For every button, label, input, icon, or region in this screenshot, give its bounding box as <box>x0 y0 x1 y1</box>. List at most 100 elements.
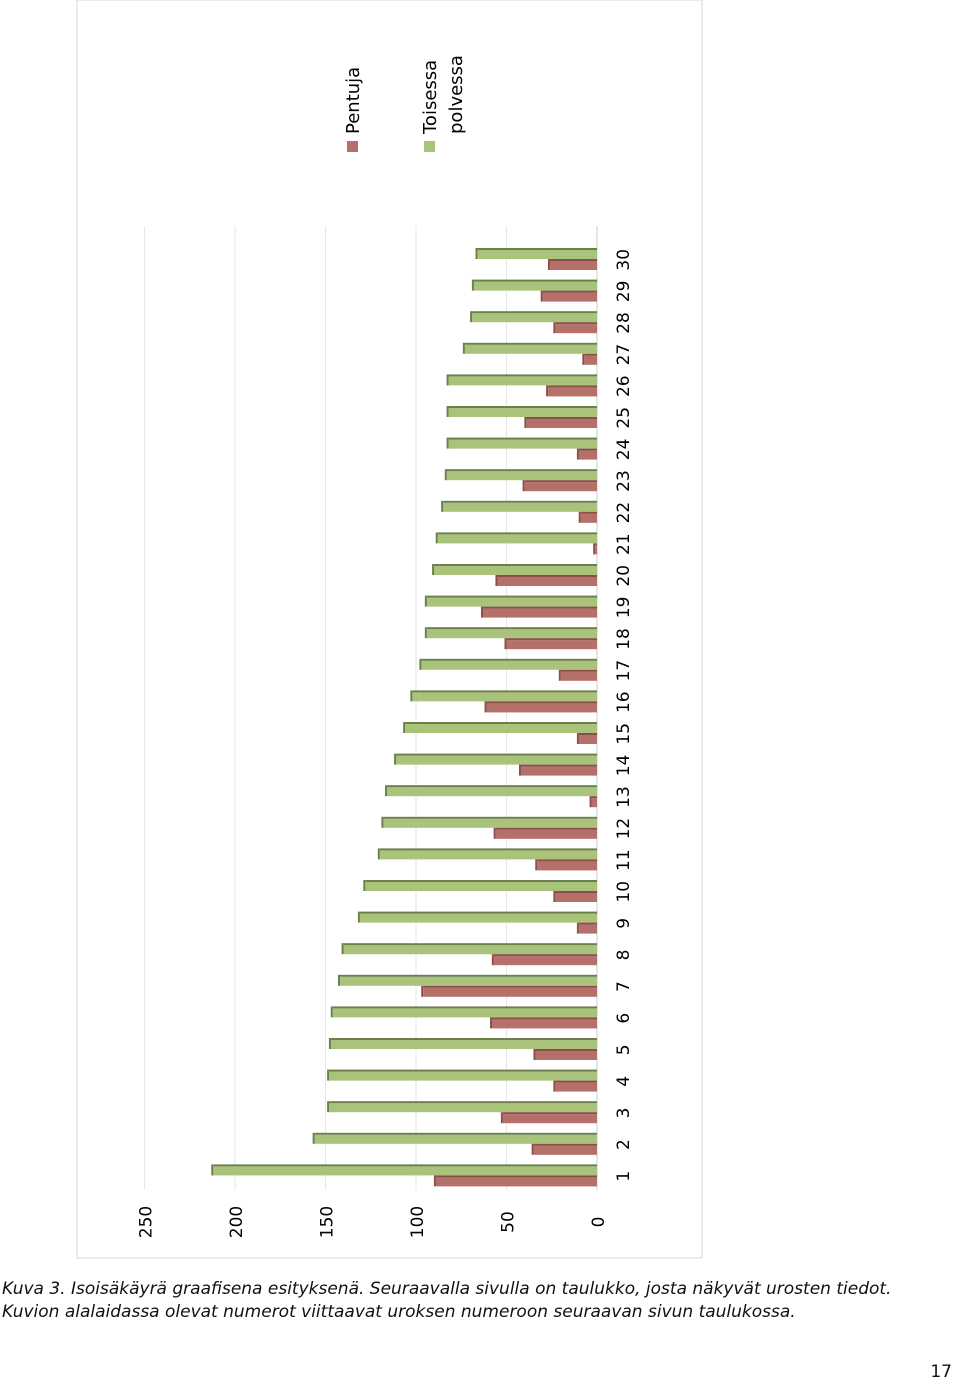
category-tick-label: 23 <box>614 470 634 492</box>
bar-toisessa-polvessa-21 <box>437 534 597 544</box>
category-tick-label: 7 <box>614 981 634 992</box>
bar-end-face <box>576 922 579 934</box>
bar-end-face <box>578 511 581 523</box>
category-tick-label: 19 <box>614 597 634 619</box>
bar-pentuja-27 <box>584 355 597 365</box>
bar-toisessa-polvessa-8 <box>343 945 597 955</box>
bar-top-face <box>446 469 597 472</box>
bar-top-face <box>448 374 597 377</box>
bar-top-face <box>555 322 597 325</box>
category-tick-label: 14 <box>614 755 634 777</box>
bar-pentuja-3 <box>502 1114 597 1124</box>
legend-label: Pentuja <box>343 67 364 134</box>
bar-pentuja-18 <box>506 640 597 650</box>
bar-toisessa-polvessa-6 <box>332 1008 597 1018</box>
bar-toisessa-polvessa-11 <box>379 850 597 860</box>
bar-pentuja-16 <box>486 703 597 713</box>
category-tick-label: 21 <box>614 533 634 555</box>
category-tick-label: 2 <box>614 1139 634 1150</box>
legend-label-line2: polvessa <box>446 55 467 134</box>
bar-pentuja-20 <box>497 577 597 586</box>
bar-end-face <box>357 911 360 923</box>
bar-series <box>211 248 597 1187</box>
bar-toisessa-polvessa-13 <box>387 787 597 797</box>
category-tick-label: 11 <box>614 849 634 871</box>
bar-top-face <box>506 638 597 641</box>
category-tick-label: 26 <box>614 375 634 397</box>
bar-end-face <box>553 322 556 334</box>
bar-toisessa-polvessa-29 <box>473 281 597 291</box>
bar-end-face <box>576 448 579 460</box>
bar-top-face <box>329 1101 597 1104</box>
bar-top-face <box>365 880 597 882</box>
category-tick-label: 6 <box>614 1013 634 1024</box>
page-number: 17 <box>930 1362 952 1382</box>
bar-end-face <box>470 311 473 323</box>
category-tick-label: 13 <box>614 786 634 808</box>
bar-end-face <box>576 733 579 744</box>
bar-pentuja-12 <box>495 829 597 839</box>
bar-top-face <box>434 564 597 566</box>
bar-pentuja-17 <box>560 671 597 681</box>
legend-swatch <box>347 141 358 152</box>
category-tick-label: 8 <box>614 950 634 961</box>
bar-top-face <box>405 722 597 724</box>
bar-end-face <box>462 342 465 354</box>
bar-top-face <box>435 1175 597 1178</box>
bar-top-face <box>421 658 597 661</box>
bar-top-face <box>314 1132 597 1135</box>
bar-end-face <box>446 374 449 386</box>
bar-end-face <box>593 543 596 555</box>
bar-top-face <box>502 1112 597 1115</box>
bar-end-face <box>381 816 384 828</box>
bar-top-face <box>595 543 597 546</box>
value-tick-label: 200 <box>227 1206 247 1238</box>
bar-toisessa-polvessa-17 <box>421 660 597 670</box>
category-tick-label: 4 <box>614 1076 634 1087</box>
category-tick-label: 18 <box>614 628 634 650</box>
bar-top-face <box>396 753 597 756</box>
bar-end-face <box>385 785 388 797</box>
bar-end-face <box>327 1101 330 1113</box>
category-tick-label: 17 <box>614 660 634 682</box>
bar-top-face <box>524 480 597 483</box>
bar-top-face <box>482 606 597 609</box>
bar-toisessa-polvessa-5 <box>330 1040 597 1049</box>
category-tick-label: 28 <box>614 312 634 334</box>
bar-pentuja-22 <box>580 513 597 523</box>
bar-top-face <box>332 1006 597 1009</box>
bar-end-face <box>546 385 549 397</box>
bar-end-face <box>490 1017 493 1029</box>
bar-end-face <box>533 1049 536 1060</box>
category-tick-label: 5 <box>614 1044 634 1055</box>
bar-top-face <box>578 448 597 451</box>
bar-end-face <box>327 1069 330 1081</box>
bar-pentuja-5 <box>535 1051 597 1060</box>
bar-top-face <box>497 575 597 577</box>
legend-label: Toisessa <box>420 60 441 135</box>
value-tick-label: 250 <box>137 1206 157 1238</box>
bar-end-face <box>341 943 344 955</box>
bar-toisessa-polvessa-25 <box>448 408 597 417</box>
bar-toisessa-polvessa-19 <box>426 597 597 607</box>
figure-caption: Kuva 3. Isoisäkäyrä graafisena esityksen… <box>2 1279 892 1322</box>
bar-end-face <box>328 1038 331 1049</box>
bar-top-face <box>520 764 597 767</box>
bar-pentuja-6 <box>492 1019 597 1029</box>
category-tick-label: 20 <box>614 565 634 587</box>
bar-pentuja-10 <box>555 893 597 902</box>
bar-top-face <box>549 259 597 261</box>
category-tick-label: 22 <box>614 502 634 524</box>
bar-toisessa-polvessa-18 <box>426 629 597 639</box>
bar-end-face <box>582 353 585 365</box>
bar-end-face <box>547 259 550 270</box>
bar-end-face <box>433 1175 436 1187</box>
bar-top-face <box>473 279 597 282</box>
bar-end-face <box>394 753 397 765</box>
bar-pentuja-23 <box>524 482 597 492</box>
category-tick-label: 3 <box>614 1108 634 1119</box>
category-axis-tick-labels: 1234567891011121314151617181920212223242… <box>614 249 634 1182</box>
bar-toisessa-polvessa-9 <box>359 913 597 923</box>
bar-pentuja-29 <box>542 292 597 302</box>
bar-toisessa-polvessa-28 <box>472 313 597 323</box>
